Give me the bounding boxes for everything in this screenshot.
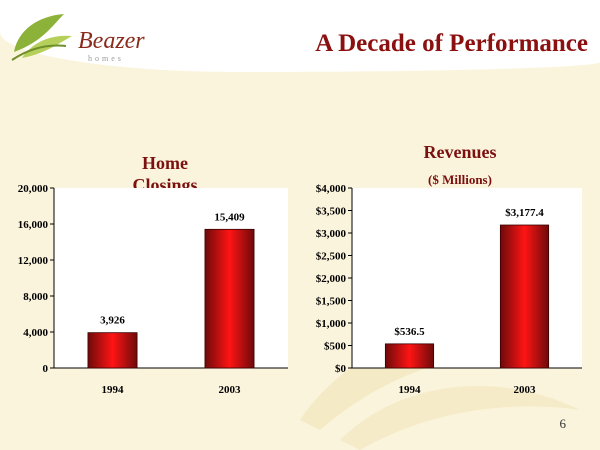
revenues-y-tick-label: $3,000 <box>316 228 347 240</box>
revenues-y-tick-label: $2,000 <box>316 273 347 285</box>
revenues-chart-title: Revenues <box>423 142 497 162</box>
revenues-bar <box>499 224 550 369</box>
closings-y-tick-label: 8,000 <box>23 291 48 303</box>
revenues-chart: $0 $500 $1,000 $1,500 $2,000 $2,500 $3,000 $3,5… <box>316 183 582 396</box>
closings-bar <box>204 228 255 369</box>
closings-data-label: 3,926 <box>100 315 125 327</box>
leaf-logo-icon <box>11 14 72 61</box>
closings-y-tick-label: 4,000 <box>23 327 48 339</box>
revenues-data-label: $3,177.4 <box>505 207 544 219</box>
home-closings-chart: 0 4,000 8,000 12,000 16,000 20,000 3,926 1994 15… <box>18 183 288 396</box>
closings-y-tick-label: 12,000 <box>18 255 49 267</box>
closings-data-label: 15,409 <box>214 211 245 223</box>
closings-bar <box>87 332 138 369</box>
header-band <box>0 0 600 72</box>
company-logo: Beazer homes <box>8 8 168 64</box>
page-number: 6 <box>559 416 567 431</box>
revenues-y-tick-label: $0 <box>335 363 347 375</box>
revenues-y-tick-label: $500 <box>324 341 347 353</box>
revenues-x-tick-label: 1994 <box>399 384 422 396</box>
closings-x-tick-label: 2003 <box>219 384 242 396</box>
logo-subtext: homes <box>88 54 124 63</box>
revenues-x-tick-label: 2003 <box>514 384 537 396</box>
revenues-y-tick-label: $3,500 <box>316 206 347 218</box>
revenues-bar <box>384 343 435 369</box>
revenues-chart-subtitle: ($ Millions) <box>428 172 492 187</box>
revenues-y-tick-label: $2,500 <box>316 251 347 263</box>
revenues-y-tick-label: $4,000 <box>316 183 347 195</box>
closings-y-tick-label: 20,000 <box>18 183 49 195</box>
revenues-y-tick-label: $1,500 <box>316 296 347 308</box>
page-title: A Decade of Performance <box>315 30 588 57</box>
closings-y-tick-label: 16,000 <box>18 219 49 231</box>
revenues-y-tick-label: $1,000 <box>316 318 347 330</box>
closings-y-tick-label: 0 <box>43 363 49 375</box>
closings-x-tick-label: 1994 <box>102 384 125 396</box>
logo-wordmark: Beazer <box>78 28 145 54</box>
revenues-data-label: $536.5 <box>394 326 425 338</box>
